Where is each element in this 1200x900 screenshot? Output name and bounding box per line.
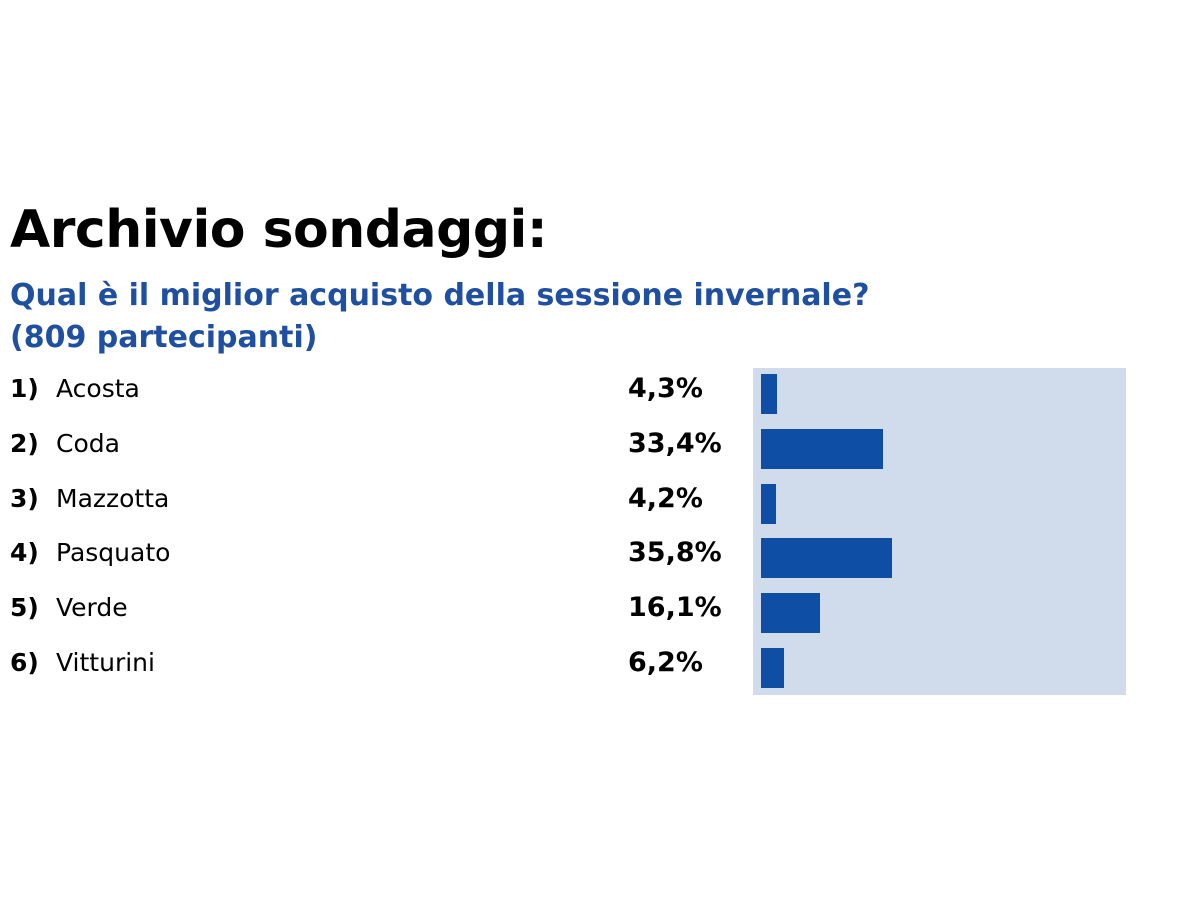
candidate-name: Vitturini [56,648,155,677]
vote-percentage: 6,2% [628,647,703,678]
rank-number: 6) [10,648,39,677]
poll-row: 4) Pasquato 35,8% [0,533,1200,588]
result-bar [761,593,820,634]
vote-percentage: 35,8% [628,537,722,569]
poll-row: 6) Vitturini 6,2% [0,643,1200,698]
rank-number: 2) [10,428,39,458]
chart-panel [753,368,1126,695]
participants-count: (809 partecipanti) [10,320,318,355]
vote-percentage: 4,3% [628,373,703,404]
vote-percentage: 16,1% [628,592,722,624]
result-bar [761,648,784,688]
candidate-name: Coda [56,428,120,458]
result-bar [761,483,776,524]
candidate-name: Mazzotta [56,483,170,513]
page-title: Archivio sondaggi: [10,200,548,260]
result-bar [761,374,777,414]
poll-row: 5) Verde 16,1% [0,588,1200,643]
candidate-name: Acosta [56,374,140,403]
candidate-name: Pasquato [56,538,171,568]
result-bar [761,428,883,469]
rank-number: 4) [10,538,39,568]
poll-row: 2) Coda 33,4% [0,424,1200,479]
vote-percentage: 33,4% [628,427,722,459]
vote-percentage: 4,2% [628,482,703,514]
rank-number: 1) [10,374,39,403]
poll-row: 1) Acosta 4,3% [0,369,1200,424]
poll-question: Qual è il miglior acquisto della session… [10,275,1160,359]
rank-number: 5) [10,593,39,623]
poll-question-text: Qual è il miglior acquisto della session… [10,278,870,313]
rank-number: 3) [10,483,39,513]
result-bar [761,538,892,579]
poll-row: 3) Mazzotta 4,2% [0,479,1200,534]
candidate-name: Verde [56,593,128,623]
